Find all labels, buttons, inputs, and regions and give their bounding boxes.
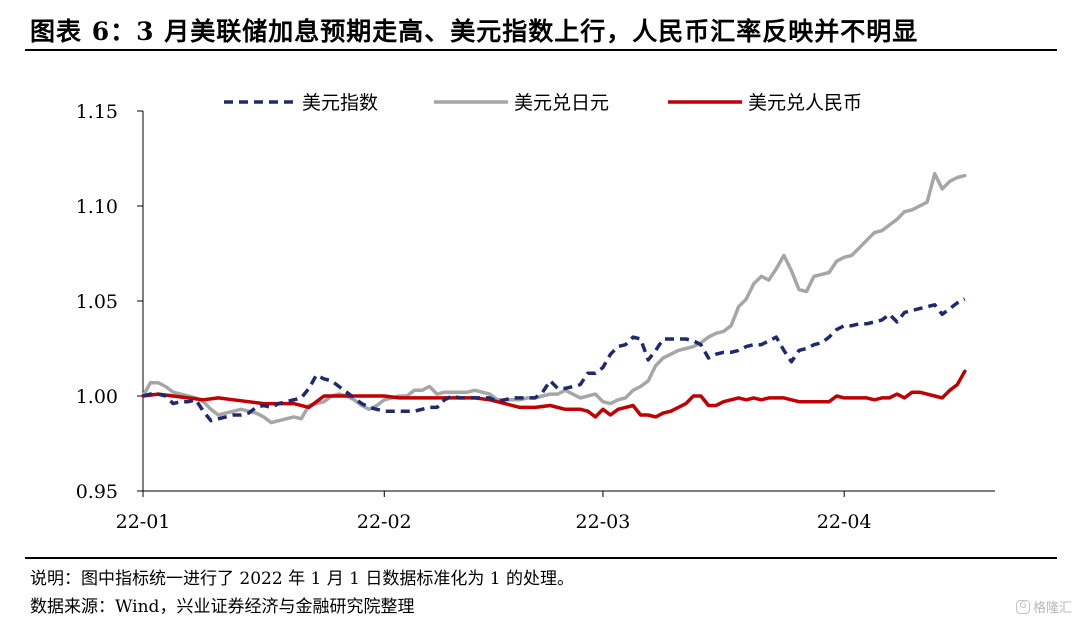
chart-axes: 0.95 1.00 1.05 1.10 1.15 22-01 22-02 22-03 22-04 [76,101,995,533]
chart-series [141,171,967,425]
line-chart: 0.95 1.00 1.05 1.10 1.15 22-01 22-02 22-03 22-04… [76,92,995,533]
x-tick-label: 22-02 [357,511,412,533]
title-underline [25,49,1057,51]
chart-legend: 美元指数 美元兑日元 美元兑人民币 [224,92,862,114]
y-tick-label: 1.00 [76,386,118,408]
gelonghui-logo-icon: G [1015,599,1030,614]
footer-rule [25,557,1057,559]
y-tick-label: 0.95 [76,481,118,503]
x-tick-label: 22-01 [116,511,171,533]
series-line [141,171,967,425]
series-line [141,369,967,419]
series-line [142,297,966,423]
watermark-text: 格隆汇 [1032,601,1072,616]
watermark: G 格隆汇 [1015,597,1072,616]
source-note: 数据来源：Wind，兴业证券经济与金融研究院整理 [30,597,415,617]
y-tick-label: 1.10 [76,196,118,218]
x-tick-label: 22-03 [576,511,631,533]
y-tick-label: 1.15 [76,101,118,123]
legend-label: 美元兑日元 [514,92,609,114]
explanation-note: 说明：图中指标统一进行了 2022 年 1 月 1 日数据标准化为 1 的处理。 [30,569,574,589]
legend-label: 美元指数 [302,92,378,114]
chart-title: 图表 6：3 月美联储加息预期走高、美元指数上行，人民币汇率反映并不明显 [30,17,919,46]
legend-label: 美元兑人民币 [748,92,862,114]
x-tick-label: 22-04 [817,511,872,533]
y-tick-label: 1.05 [76,291,118,313]
